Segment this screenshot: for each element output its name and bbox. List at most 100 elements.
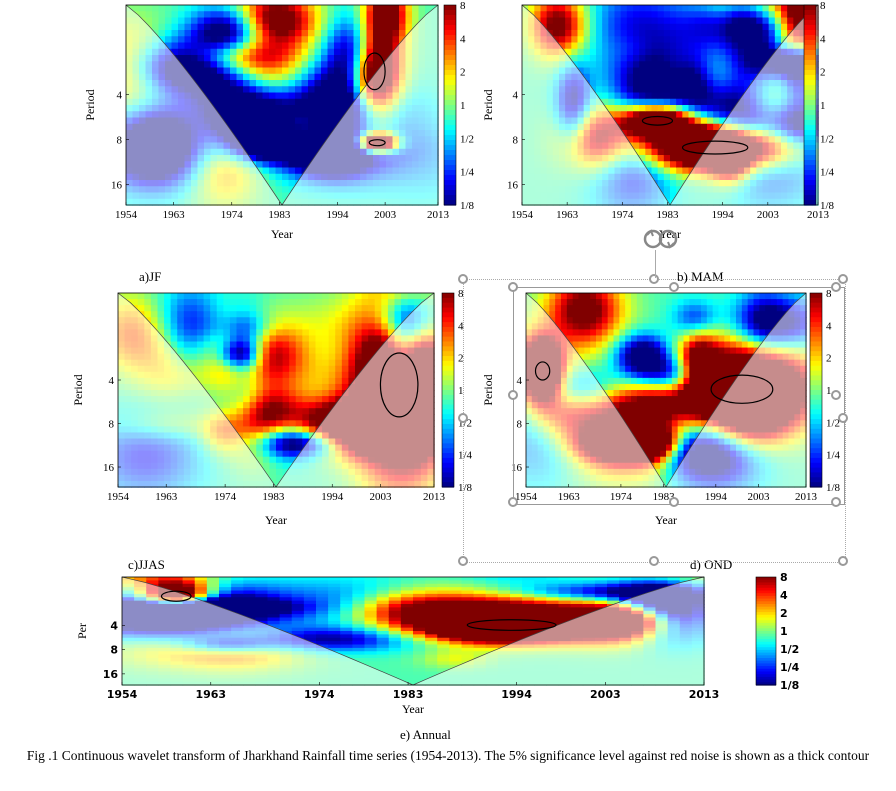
heatmap-cell	[190, 365, 198, 373]
heatmap-cell	[314, 105, 322, 112]
heatmap-cell	[295, 161, 303, 169]
heatmap-cell	[164, 305, 172, 312]
heatmap-cell	[249, 432, 257, 440]
heatmap-cell	[197, 371, 205, 379]
heatmap-cell	[308, 383, 317, 391]
heatmap-cell	[269, 48, 277, 56]
heatmap-cell	[651, 130, 659, 137]
colorbar-segment	[804, 105, 816, 111]
colorbar-segment	[442, 423, 454, 430]
heatmap-cell	[288, 130, 296, 137]
heatmap-cell	[302, 311, 310, 318]
heatmap-cell	[230, 117, 238, 125]
heatmap-cell	[620, 23, 628, 31]
heatmap-cell	[565, 36, 572, 44]
heatmap-cell	[348, 299, 356, 306]
colorbar-segment	[444, 80, 456, 86]
heatmap-cell	[694, 86, 702, 94]
heatmap-cell	[645, 142, 653, 150]
heatmap-cell	[249, 92, 257, 100]
heatmap-cell	[713, 92, 720, 100]
heatmap-cell	[670, 180, 677, 187]
heatmap-cell	[645, 111, 653, 119]
heatmap-cell	[768, 17, 776, 25]
heatmap-cell	[682, 80, 690, 87]
heatmap-cell	[360, 73, 368, 81]
heatmap-cell	[256, 432, 264, 440]
heatmap-cell	[256, 123, 264, 131]
heatmap-cell	[150, 293, 159, 300]
heatmap-cell	[282, 30, 290, 37]
heatmap-cell	[243, 414, 251, 421]
heatmap-cell	[217, 61, 225, 69]
heatmap-cell	[719, 111, 727, 119]
heatmap-cell	[614, 23, 622, 31]
heatmap-cell	[124, 293, 132, 300]
heatmap-cell	[236, 402, 244, 409]
heatmap-cell	[559, 30, 566, 37]
heatmap-cell	[348, 293, 356, 300]
heatmap-cell	[276, 396, 284, 403]
heatmap-cell	[608, 86, 616, 94]
heatmap-cell	[633, 123, 640, 131]
colorbar-tick-label: 1/2	[460, 133, 474, 145]
heatmap-cell	[282, 444, 290, 452]
heatmap-cell	[768, 36, 776, 44]
heatmap-cell	[314, 86, 322, 94]
heatmap-cell	[256, 456, 264, 464]
heatmap-cell	[355, 329, 363, 337]
heatmap-cell	[633, 55, 640, 62]
heatmap-cell	[275, 86, 283, 94]
heatmap-cell	[682, 148, 690, 156]
heatmap-cell	[276, 335, 284, 343]
heatmap-cell	[269, 450, 277, 458]
colorbar-tick-label: 4	[458, 320, 464, 332]
heatmap-cell	[670, 55, 677, 62]
heatmap-cell	[262, 61, 270, 69]
heatmap-cell	[577, 30, 585, 37]
heatmap-cell	[229, 317, 238, 324]
heatmap-cell	[158, 30, 166, 37]
colorbar-segment	[442, 331, 454, 338]
heatmap-cell	[236, 92, 244, 100]
x-tick-label: 1954	[115, 209, 138, 221]
heatmap-cell	[249, 98, 257, 106]
heatmap-cell	[682, 48, 690, 56]
heatmap-cell	[295, 365, 303, 373]
heatmap-cell	[713, 73, 720, 81]
heatmap-cell	[204, 23, 212, 31]
heatmap-cell	[322, 317, 330, 324]
heatmap-cell	[289, 359, 297, 367]
heatmap-cell	[657, 23, 665, 31]
heatmap-cell	[577, 48, 585, 56]
heatmap-cell	[243, 23, 251, 31]
heatmap-cell	[719, 92, 727, 100]
heatmap-cell	[282, 402, 290, 409]
heatmap-cell	[774, 5, 782, 12]
heatmap-cell	[249, 438, 257, 446]
heatmap-cell	[229, 323, 238, 330]
colorbar-segment	[442, 394, 454, 401]
heatmap-cell	[256, 329, 264, 337]
heatmap-cell	[230, 73, 238, 81]
heatmap-cell	[217, 111, 225, 119]
heatmap-cell	[178, 17, 186, 25]
heatmap-cell	[589, 80, 597, 87]
heatmap-cell	[243, 408, 251, 415]
heatmap-cell	[295, 167, 303, 175]
heatmap-cell	[670, 42, 677, 50]
heatmap-cell	[694, 142, 702, 150]
heatmap-cell	[334, 42, 342, 50]
heatmap-cell	[361, 335, 369, 343]
heatmap-cell	[223, 347, 231, 355]
heatmap-cell	[327, 111, 335, 119]
heatmap-cell	[183, 353, 192, 361]
heatmap-cell	[608, 36, 616, 44]
heatmap-cell	[308, 86, 316, 94]
heatmap-cell	[191, 61, 199, 69]
heatmap-cell	[602, 73, 609, 81]
heatmap-cell	[374, 317, 382, 324]
heatmap-cell	[236, 311, 244, 318]
heatmap-cell	[288, 180, 296, 187]
heatmap-cell	[531, 293, 539, 300]
